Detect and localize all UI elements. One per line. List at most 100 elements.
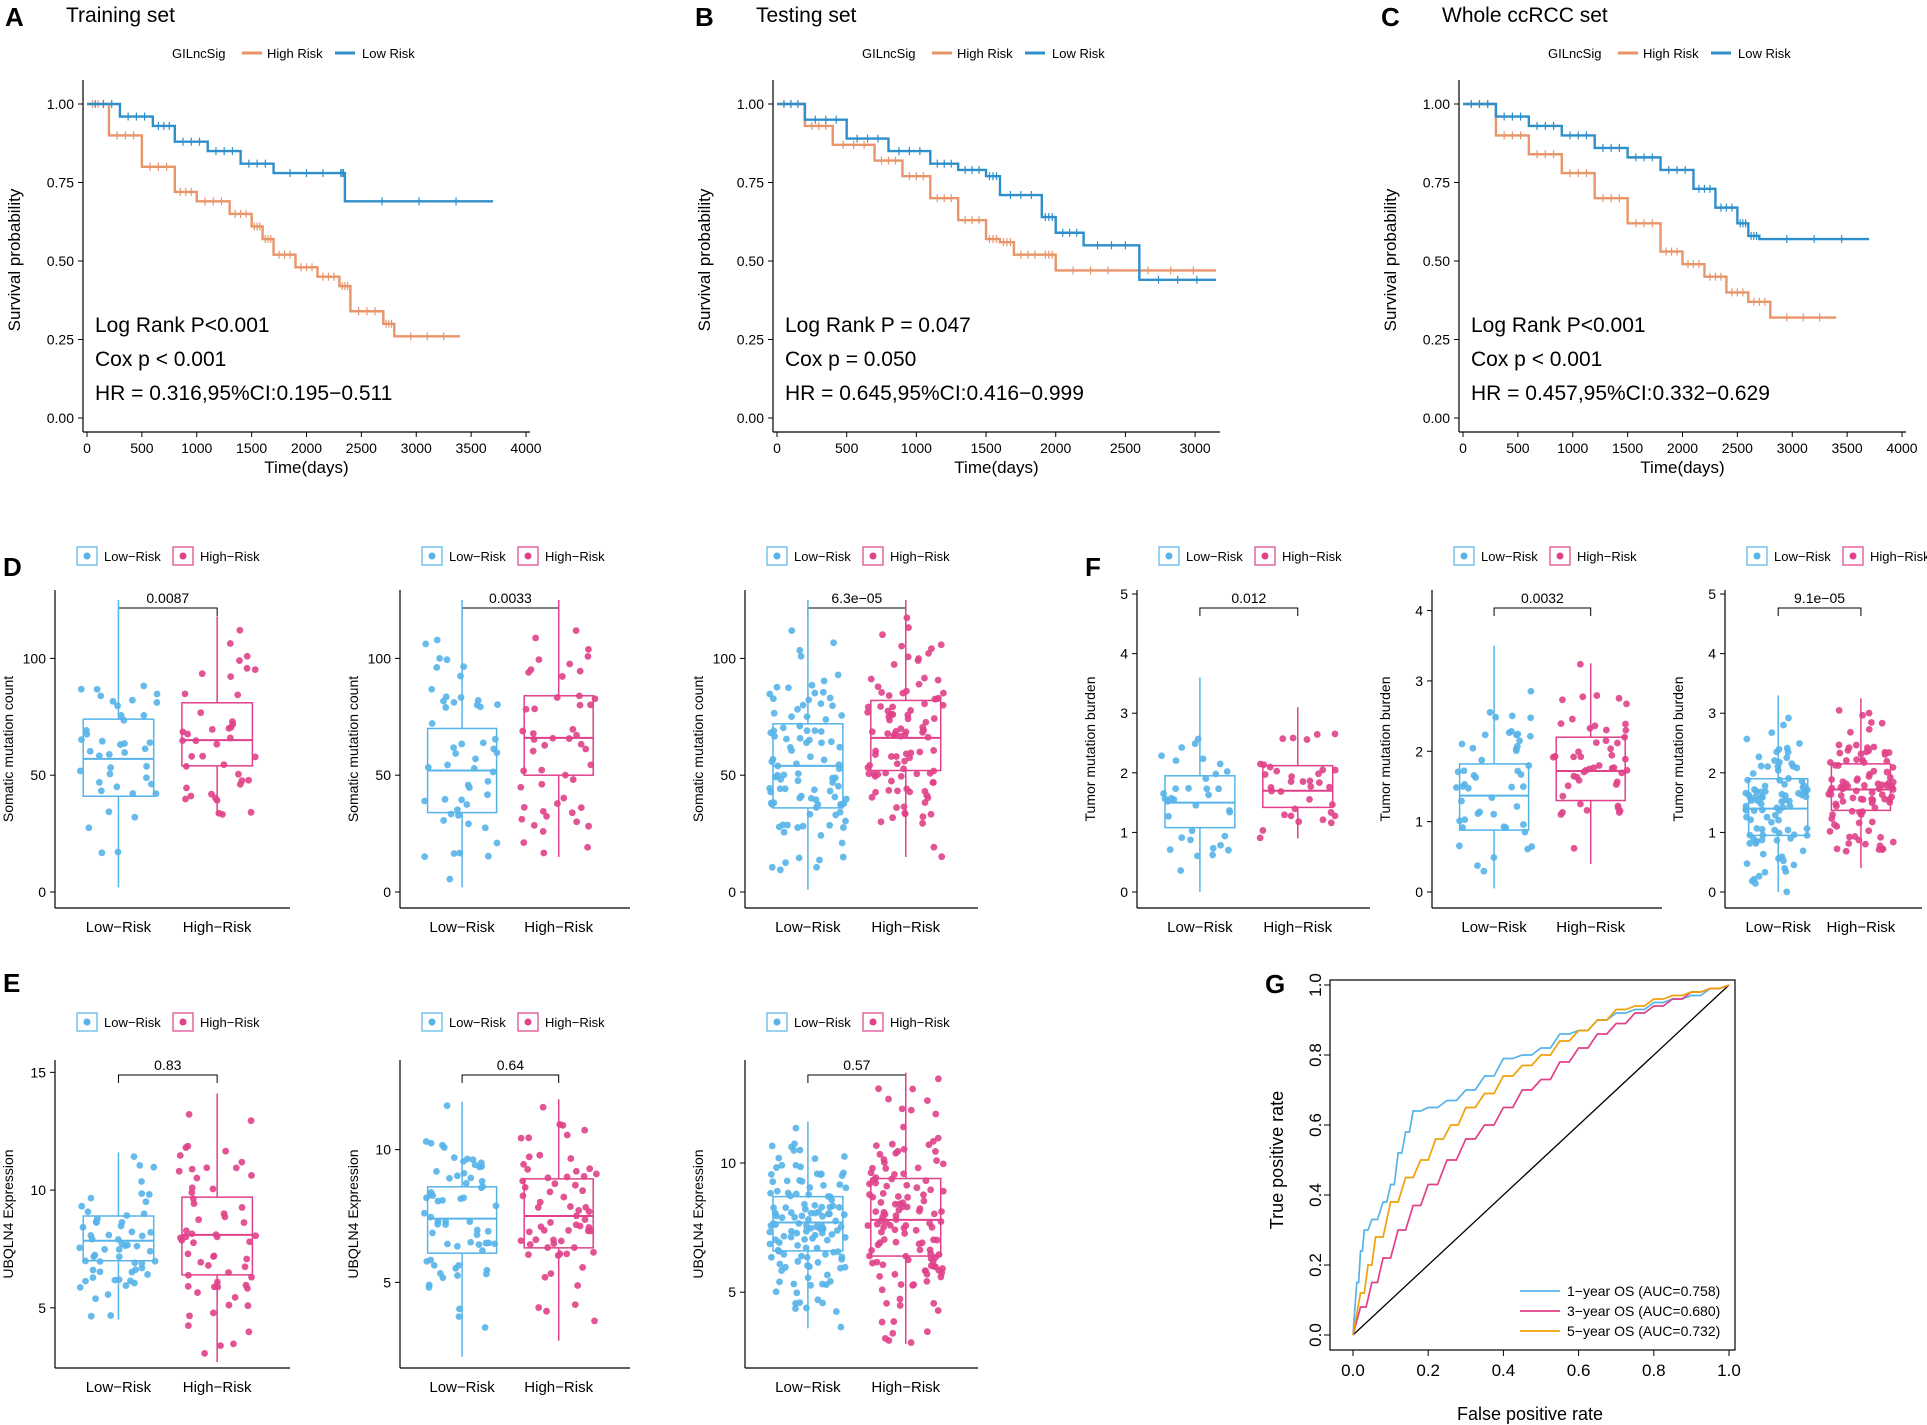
data-point-high — [519, 1192, 527, 1200]
data-point-low — [123, 1212, 131, 1219]
legend-high-swatch — [1842, 546, 1864, 566]
y-axis-label: True positive rate — [1267, 1091, 1287, 1229]
data-point-low — [456, 849, 464, 857]
data-point-low — [458, 796, 465, 804]
legend-low-swatch — [1453, 546, 1475, 566]
data-point-high — [877, 703, 884, 710]
data-point-low — [803, 739, 810, 747]
data-point-high — [867, 1169, 875, 1177]
data-point-low — [466, 1218, 474, 1225]
data-point-low — [114, 848, 122, 856]
data-point-high — [197, 709, 205, 717]
data-point-high — [874, 1241, 882, 1249]
p-bracket — [1199, 607, 1299, 616]
data-point-low — [772, 1288, 780, 1296]
data-point-low — [457, 694, 465, 701]
data-point-high — [882, 1218, 890, 1226]
data-point-high — [539, 807, 547, 815]
data-point-low — [87, 1231, 95, 1239]
data-point-low — [826, 1203, 834, 1211]
data-point-low — [794, 1241, 802, 1249]
data-point-high — [939, 1160, 947, 1168]
data-point-high — [520, 803, 528, 811]
data-point-low — [1746, 840, 1754, 847]
data-point-low — [1194, 852, 1201, 860]
data-point-low — [122, 1282, 130, 1289]
data-point-low — [1221, 832, 1229, 840]
data-point-high — [880, 1223, 888, 1231]
data-point-low — [446, 1174, 453, 1182]
data-point-high — [865, 770, 873, 778]
data-point-high — [1613, 778, 1621, 786]
data-point-high — [884, 730, 892, 738]
y-tick-label: 0.75 — [47, 175, 74, 191]
data-point-low — [1785, 775, 1792, 782]
data-point-high — [537, 1223, 545, 1231]
data-point-low — [827, 738, 835, 746]
p-value: 6.3e−05 — [831, 590, 882, 606]
data-point-low — [145, 1191, 153, 1198]
x-tick-label: 4000 — [510, 440, 541, 456]
data-point-high — [1853, 756, 1861, 764]
data-point-high — [870, 770, 878, 778]
data-point-low — [447, 810, 455, 818]
data-point-low — [89, 1274, 97, 1282]
x-tick-label: Low−Risk — [86, 1379, 152, 1396]
data-point-low — [1161, 795, 1169, 803]
box-legend-low: Low−Risk — [794, 1015, 851, 1030]
data-point-low — [811, 1201, 819, 1209]
data-point-low — [803, 713, 811, 721]
data-point-high — [248, 1273, 255, 1281]
data-point-high — [527, 666, 535, 674]
x-axis-label: Time(days) — [1640, 458, 1724, 477]
legend-low-dot — [428, 1018, 436, 1026]
data-point-low — [807, 1224, 815, 1232]
data-point-high — [585, 645, 592, 653]
p-bracket — [807, 1074, 907, 1083]
data-point-high — [1844, 746, 1852, 754]
data-point-low — [1456, 817, 1463, 825]
y-tick-label: 0.6 — [1306, 1113, 1325, 1137]
data-point-low — [1798, 777, 1806, 785]
data-point-low — [1768, 729, 1776, 737]
data-point-high — [1602, 737, 1610, 745]
data-point-low — [1478, 756, 1486, 764]
data-point-high — [893, 804, 900, 811]
data-point-high — [892, 753, 900, 760]
data-point-low — [484, 777, 492, 785]
data-point-high — [1559, 696, 1566, 704]
km-annotation: Cox p = 0.050 — [785, 348, 916, 371]
y-tick-label: 10 — [375, 1142, 391, 1158]
data-point-high — [230, 1340, 237, 1348]
data-point-high — [1319, 816, 1327, 824]
legend-high-swatch — [862, 546, 884, 566]
data-point-low — [780, 1232, 788, 1240]
data-point-low — [1216, 760, 1224, 768]
data-point-low — [842, 795, 850, 803]
data-point-high — [184, 1142, 192, 1150]
data-point-high — [563, 1173, 571, 1181]
data-point-high — [903, 785, 911, 793]
data-point-high — [1623, 700, 1630, 708]
data-point-high — [896, 1295, 904, 1303]
data-point-low — [838, 712, 846, 719]
data-point-low — [129, 790, 137, 797]
data-point-high — [188, 1165, 196, 1173]
p-value: 0.57 — [843, 1057, 870, 1073]
data-point-high — [560, 794, 568, 802]
data-point-low — [98, 737, 106, 745]
data-point-high — [1549, 753, 1557, 761]
data-point-high — [913, 1184, 921, 1192]
data-point-low — [133, 1242, 141, 1250]
data-point-high — [880, 1156, 888, 1163]
data-point-low — [483, 1266, 491, 1274]
data-point-high — [868, 793, 876, 801]
p-value: 0.0087 — [146, 590, 189, 606]
data-point-low — [799, 701, 807, 709]
data-point-high — [539, 828, 547, 835]
data-point-high — [1842, 757, 1850, 764]
data-point-high — [1328, 801, 1336, 808]
data-point-high — [928, 645, 935, 653]
legend-low-dot — [1460, 552, 1468, 560]
box-legend-low: Low−Risk — [449, 1015, 506, 1030]
